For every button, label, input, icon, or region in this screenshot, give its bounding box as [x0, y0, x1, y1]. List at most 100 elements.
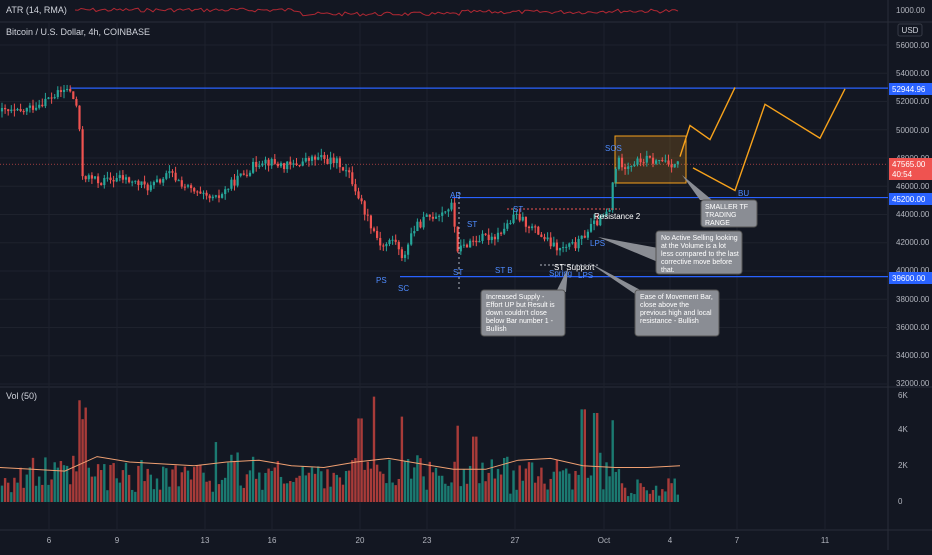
volume-bar [121, 470, 125, 502]
candle-body [661, 159, 664, 161]
volume-bar [465, 483, 469, 502]
candle-body [140, 181, 143, 186]
price-tick: 40000.00 [896, 266, 930, 275]
candle-body [515, 213, 518, 215]
volume-bar [639, 483, 642, 502]
candle-body [289, 161, 292, 165]
price-axis[interactable]: 56000.00 54000.00 52000.00 50000.00 4800… [896, 41, 930, 388]
currency-badge[interactable] [897, 23, 923, 37]
candle-body [239, 173, 242, 176]
volume-bar [608, 476, 611, 502]
volume-bar [261, 489, 264, 502]
candle-body [651, 157, 655, 164]
candle-body [472, 240, 475, 242]
volume-bar [301, 466, 304, 502]
candle-body [503, 228, 506, 234]
candle-body [493, 236, 496, 240]
candle-body [357, 191, 360, 199]
volume-bar [146, 468, 149, 502]
volume-bar [0, 485, 4, 502]
volume-bar [397, 478, 400, 502]
volume-bar [605, 462, 608, 502]
candle-body [605, 211, 608, 216]
candle-body [562, 247, 565, 249]
volume-bar [456, 425, 459, 502]
volume-bar [137, 465, 140, 502]
volume-bar [16, 482, 19, 502]
volume-bar [341, 484, 345, 502]
candle-body [397, 241, 400, 250]
symbol-label: Bitcoin / U.S. Dollar, 4h, COINBASE [6, 27, 150, 37]
candle-body [506, 223, 509, 229]
price-tick: 42000.00 [896, 238, 930, 247]
candle-body [416, 221, 419, 232]
currency-label: USD [902, 26, 919, 35]
time-tick: 13 [201, 536, 210, 545]
volume-bar [189, 479, 193, 502]
candle-body [596, 220, 599, 226]
horizontal-levels[interactable] [0, 87, 888, 278]
volume-bar [230, 454, 233, 502]
candle-body [624, 167, 627, 169]
price-tick: 44000.00 [896, 210, 930, 219]
price-tick: 50000.00 [896, 126, 930, 135]
volume-bar [286, 483, 289, 502]
candle-body [155, 179, 159, 183]
candle-body [62, 89, 66, 92]
candle-body [425, 214, 428, 217]
candle-body [233, 179, 236, 186]
volume-bar [416, 455, 419, 502]
volume-bar [258, 472, 261, 502]
candle-body [552, 242, 555, 247]
volume-bar [596, 412, 599, 502]
candle-body [307, 158, 310, 161]
candle-body [258, 165, 261, 167]
candle-body [31, 105, 35, 110]
volume-bar [158, 489, 162, 502]
volume-bar [658, 495, 661, 502]
volume-bar [270, 470, 273, 502]
volume-bar [493, 478, 497, 502]
candle-body [447, 209, 450, 212]
smaller-tf-range-box[interactable] [614, 135, 687, 184]
candle-body [159, 179, 162, 183]
volume-bar [543, 483, 546, 502]
candle-body [152, 182, 155, 186]
candle-body [462, 244, 465, 246]
candle-body [295, 163, 298, 166]
time-axis[interactable]: 6 9 13 16 20 23 27 Oct 4 7 11 [47, 536, 830, 545]
candle-body [580, 235, 583, 239]
forecast-paths[interactable] [679, 87, 846, 192]
volume-axis[interactable]: 6K 4K 2K 0 [898, 391, 908, 506]
candle-body [90, 175, 93, 179]
level-tags[interactable]: 52944.96 45200.00 39600.00 47565.00 40:5… [889, 83, 932, 284]
candle-body [363, 201, 366, 215]
candle-body [310, 156, 314, 161]
time-tick: 27 [511, 536, 520, 545]
volume-bar [642, 486, 645, 502]
candle-body [205, 192, 208, 196]
time-tick: 11 [821, 536, 830, 545]
volume-bar [661, 489, 664, 502]
volume-bar [428, 461, 431, 502]
candle-body [165, 173, 168, 179]
volume-bar [636, 479, 639, 502]
candle-body [137, 180, 140, 186]
candle-body [112, 180, 115, 182]
candle-body [199, 191, 202, 194]
candle-body [407, 244, 410, 255]
time-tick: 9 [115, 536, 120, 545]
candle-body [208, 195, 211, 199]
callout-boxes [480, 199, 758, 337]
volume-bar [450, 482, 453, 502]
no-selling-pointer [598, 237, 658, 262]
candle-body [44, 98, 47, 107]
volume-bar [304, 475, 307, 502]
candle-body [670, 164, 673, 168]
volume-bar [100, 470, 103, 502]
volume-bar [565, 468, 568, 502]
trading-range-box[interactable] [614, 135, 687, 184]
volume-bar [348, 470, 351, 502]
volume-bar [670, 483, 673, 502]
